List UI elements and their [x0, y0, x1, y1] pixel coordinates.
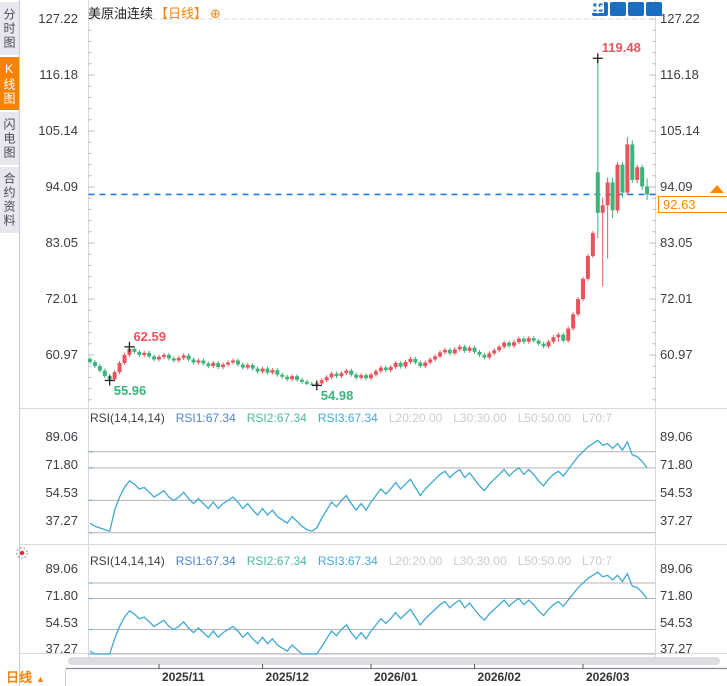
rsi-axis-label: 37.27: [660, 513, 693, 528]
price-axis-label: 116.18: [660, 67, 699, 82]
price-axis-label: 72.01: [45, 291, 78, 306]
rsi-axis-label: 71.80: [45, 456, 78, 472]
add-indicator-icon[interactable]: ⊕: [210, 6, 221, 21]
price-axis-label: 94.09: [660, 179, 693, 194]
trend-line-icon[interactable]: [592, 2, 644, 16]
rsi-legend-item: L20:20.00: [388, 411, 443, 425]
price-axis-label: 60.97: [45, 347, 78, 362]
price-axis-label: 60.97: [660, 347, 693, 362]
rsi-axis-label: 89.06: [660, 429, 693, 444]
price-annotation: 62.59: [133, 328, 166, 344]
rsi-axis-label: 37.27: [660, 641, 693, 657]
time-scrollbar[interactable]: [68, 657, 720, 665]
period-selector[interactable]: 日线 ▲: [0, 669, 66, 686]
price-annotation: 55.96: [113, 383, 147, 399]
sidebar-item-tab[interactable]: 闪电图: [0, 112, 19, 165]
rsi-legend-item: L20:20.00: [388, 554, 443, 568]
rsi-axis-label: 71.80: [660, 456, 693, 472]
rsi-legend-item: RSI2:67.34: [246, 554, 307, 568]
rsi-legend-item: RSI2:67.34: [246, 411, 307, 425]
sidebar: 分时图 K线图闪电图合约资料: [0, 0, 20, 686]
rsi-axis-label: 71.80: [45, 587, 78, 603]
rsi-legend-item: L30:30.00: [453, 554, 507, 568]
rsi-legend-item: RSI1:67.34: [175, 554, 236, 568]
x-axis-label: 2026/03: [586, 670, 630, 684]
sidebar-item-tab[interactable]: 合约资料: [0, 167, 19, 233]
rsi-axis-label: 54.53: [660, 614, 693, 630]
rsi-legend-item: RSI3:67.34: [317, 554, 378, 568]
candlestick-series: [88, 58, 650, 386]
price-axis-label: 127.22: [38, 11, 78, 26]
rsi-legend-item: RSI(14,14,14): [90, 411, 165, 425]
rsi-legend-item: RSI(14,14,14): [90, 554, 165, 568]
price-up-arrow-icon: [710, 185, 724, 194]
price-axis-label: 116.18: [39, 67, 78, 82]
x-axis-label: 2025/12: [265, 670, 309, 684]
rsi-legend-item: L30:30.00: [453, 411, 507, 425]
price-annotation: 54.98: [320, 388, 354, 404]
price-axis-label: 105.14: [38, 123, 78, 138]
rsi-axis-label: 54.53: [45, 485, 78, 500]
rsi-legend-item: L50:50.00: [517, 554, 572, 568]
rsi-header-1: RSI(14,14,14) RSI1:67.34 RSI2:67.34 RSI3:67…: [90, 411, 655, 425]
rsi-axis-label: 37.27: [45, 641, 78, 657]
rsi-legend-item: L70:7: [582, 554, 613, 568]
price-axis-label: 83.05: [45, 235, 78, 250]
price-axis-label: 94.09: [45, 179, 78, 194]
rsi-axis-label: 89.06: [45, 561, 78, 576]
price-annotation: 119.48: [601, 40, 641, 56]
chart-title: 美原油连续 【日线】 ⊕: [88, 3, 221, 21]
x-axis-label: 2026/02: [477, 670, 521, 684]
sidebar-item-active[interactable]: K线图: [0, 57, 19, 110]
period-tag[interactable]: 【日线】: [155, 6, 208, 21]
rsi-legend-item: RSI1:67.34: [175, 411, 236, 425]
rsi-legend-item: RSI3:67.34: [317, 411, 378, 425]
period-label: 日线: [6, 670, 33, 685]
x-axis-label: 2026/01: [374, 670, 418, 684]
zoom-range-icon[interactable]: [592, 2, 626, 16]
rsi-line-panel-2: [89, 571, 648, 655]
symbol-name: 美原油连续: [88, 6, 154, 21]
price-axis-label: 127.22: [660, 11, 700, 26]
price-axis-label: 105.14: [660, 123, 700, 138]
rsi-axis-label: 89.06: [45, 429, 78, 444]
price-axis-label: 83.05: [660, 235, 693, 250]
x-axis-label: 2025/11: [162, 670, 205, 684]
price-axis-label: 72.01: [660, 291, 693, 306]
jump-to-latest-icon[interactable]: [593, 2, 662, 16]
current-price-label: 92.63: [658, 195, 727, 213]
rsi-axis-label: 37.27: [45, 513, 78, 528]
rsi-legend-item: L70:7: [582, 411, 613, 425]
indicator-settings-icon[interactable]: [14, 545, 30, 566]
rsi-legend-item: L50:50.00: [517, 411, 572, 425]
rsi-axis-label: 54.53: [660, 485, 693, 500]
sidebar-item-tab[interactable]: 分时图: [0, 2, 19, 55]
rsi-header-2: RSI(14,14,14) RSI1:67.34 RSI2:67.34 RSI3:67…: [90, 554, 655, 568]
rsi-line-panel-1: [89, 439, 648, 533]
rsi-axis-label: 71.80: [660, 587, 693, 603]
rsi-axis-label: 54.53: [45, 614, 78, 630]
period-arrow-icon: ▲: [36, 674, 45, 684]
rsi-axis-label: 89.06: [660, 561, 693, 576]
chart-toolbar: [592, 2, 662, 16]
